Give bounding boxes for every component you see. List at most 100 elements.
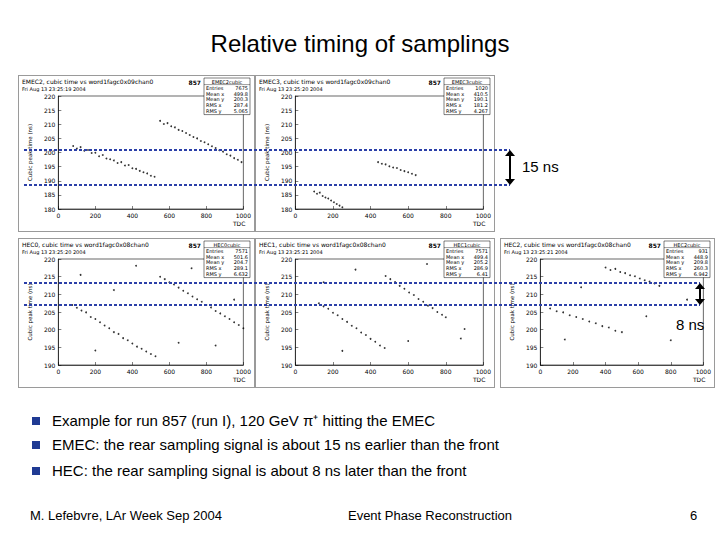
svg-text:800: 800 [201, 368, 213, 375]
svg-text:HEC0, cubic time vs word1fagc0: HEC0, cubic time vs word1fagc0x08chan0 [22, 241, 149, 249]
svg-text:200: 200 [327, 368, 339, 375]
svg-text:600: 600 [632, 368, 644, 375]
svg-text:210: 210 [281, 291, 293, 298]
svg-text:1000: 1000 [476, 212, 491, 219]
svg-text:200: 200 [44, 149, 56, 156]
svg-text:Cubic peak time (ns): Cubic peak time (ns) [27, 124, 34, 181]
svg-text:Fri Aug 13 23:25:20 2004: Fri Aug 13 23:25:20 2004 [22, 249, 86, 256]
svg-text:0: 0 [538, 368, 542, 375]
svg-text:190: 190 [44, 177, 56, 184]
svg-text:220: 220 [281, 256, 293, 263]
svg-text:6.632: 6.632 [234, 271, 248, 277]
svg-text:RMS y: RMS y [446, 271, 462, 278]
svg-text:TDC: TDC [472, 220, 485, 227]
svg-text:220: 220 [526, 256, 538, 263]
svg-text:220: 220 [281, 93, 293, 100]
svg-text:195: 195 [281, 344, 293, 351]
svg-text:857: 857 [648, 242, 661, 249]
svg-text:4.267: 4.267 [474, 108, 488, 114]
svg-text:220: 220 [44, 93, 56, 100]
svg-text:0: 0 [56, 212, 60, 219]
svg-text:Cubic peak time (ns): Cubic peak time (ns) [27, 283, 34, 340]
svg-text:180: 180 [44, 206, 56, 213]
svg-text:EMEC2cubic: EMEC2cubic [212, 79, 243, 85]
svg-text:TDC: TDC [472, 376, 485, 383]
svg-text:195: 195 [281, 163, 293, 170]
svg-text:Cubic peak time (ns): Cubic peak time (ns) [264, 283, 271, 340]
svg-text:EMEC3, cubic time vs word1fagc: EMEC3, cubic time vs word1fagc0x09chan0 [259, 78, 390, 86]
svg-text:195: 195 [44, 163, 56, 170]
svg-text:TDC: TDC [232, 376, 245, 383]
svg-text:1000: 1000 [236, 368, 251, 375]
svg-text:200: 200 [281, 149, 293, 156]
svg-text:185: 185 [281, 191, 293, 198]
svg-text:190: 190 [281, 362, 293, 369]
svg-text:210: 210 [526, 291, 538, 298]
svg-text:1000: 1000 [696, 368, 711, 375]
svg-text:HEC2cubic: HEC2cubic [674, 242, 701, 248]
svg-text:857: 857 [428, 79, 441, 86]
svg-text:HEC1cubic: HEC1cubic [454, 242, 481, 248]
svg-text:600: 600 [164, 212, 176, 219]
svg-text:800: 800 [440, 368, 452, 375]
svg-text:200: 200 [44, 326, 56, 333]
svg-text:800: 800 [201, 212, 213, 219]
svg-text:1000: 1000 [476, 368, 491, 375]
svg-text:400: 400 [600, 368, 612, 375]
svg-text:200: 200 [281, 326, 293, 333]
svg-text:200: 200 [526, 326, 538, 333]
svg-text:EMEC2, cubic time vs word1fagc: EMEC2, cubic time vs word1fagc0x09chan0 [22, 78, 153, 86]
svg-text:205: 205 [526, 309, 538, 316]
svg-text:600: 600 [402, 212, 414, 219]
svg-text:0: 0 [56, 368, 60, 375]
svg-text:195: 195 [526, 344, 538, 351]
svg-text:5.065: 5.065 [234, 108, 248, 114]
svg-text:180: 180 [281, 206, 293, 213]
svg-text:6.41: 6.41 [477, 271, 488, 277]
svg-text:Fri Aug 13 23:25:20 2004: Fri Aug 13 23:25:20 2004 [259, 86, 323, 93]
svg-text:190: 190 [281, 177, 293, 184]
svg-text:400: 400 [127, 368, 139, 375]
svg-text:1000: 1000 [236, 212, 251, 219]
svg-text:200: 200 [90, 212, 102, 219]
svg-text:800: 800 [665, 368, 677, 375]
svg-text:200: 200 [567, 368, 579, 375]
svg-text:RMS y: RMS y [206, 108, 222, 115]
svg-text:857: 857 [188, 79, 201, 86]
svg-text:HEC2, cubic time vs word1fagc0: HEC2, cubic time vs word1fagc0x08chan0 [504, 241, 631, 249]
svg-text:210: 210 [44, 121, 56, 128]
svg-text:200: 200 [90, 368, 102, 375]
svg-text:185: 185 [44, 191, 56, 198]
svg-text:RMS y: RMS y [666, 271, 682, 278]
svg-text:0: 0 [293, 212, 297, 219]
svg-text:190: 190 [526, 362, 538, 369]
svg-text:6.942: 6.942 [694, 271, 708, 277]
svg-text:215: 215 [526, 273, 538, 280]
svg-text:HEC1, cubic time vs word1fagc0: HEC1, cubic time vs word1fagc0x08chan0 [259, 241, 386, 249]
svg-text:0: 0 [293, 368, 297, 375]
svg-text:400: 400 [365, 368, 377, 375]
svg-text:400: 400 [365, 212, 377, 219]
svg-text:215: 215 [281, 107, 293, 114]
svg-text:600: 600 [402, 368, 414, 375]
svg-text:210: 210 [44, 291, 56, 298]
svg-text:190: 190 [44, 362, 56, 369]
svg-text:Fri Aug 13 23:25:21 2004: Fri Aug 13 23:25:21 2004 [504, 249, 568, 256]
svg-text:210: 210 [281, 121, 293, 128]
svg-text:200: 200 [327, 212, 339, 219]
svg-text:TDC: TDC [692, 376, 705, 383]
svg-text:205: 205 [44, 309, 56, 316]
svg-text:205: 205 [281, 135, 293, 142]
svg-text:215: 215 [44, 273, 56, 280]
svg-text:195: 195 [44, 344, 56, 351]
svg-text:Cubic peak time (ns): Cubic peak time (ns) [264, 124, 271, 181]
svg-text:400: 400 [127, 212, 139, 219]
svg-text:205: 205 [44, 135, 56, 142]
svg-text:Cubic peak time (ns): Cubic peak time (ns) [509, 283, 516, 340]
svg-text:HEC0cubic: HEC0cubic [214, 242, 241, 248]
svg-text:857: 857 [188, 242, 201, 249]
svg-text:RMS y: RMS y [206, 271, 222, 278]
svg-text:EMEC3cubic: EMEC3cubic [452, 79, 483, 85]
svg-text:600: 600 [164, 368, 176, 375]
svg-text:215: 215 [44, 107, 56, 114]
